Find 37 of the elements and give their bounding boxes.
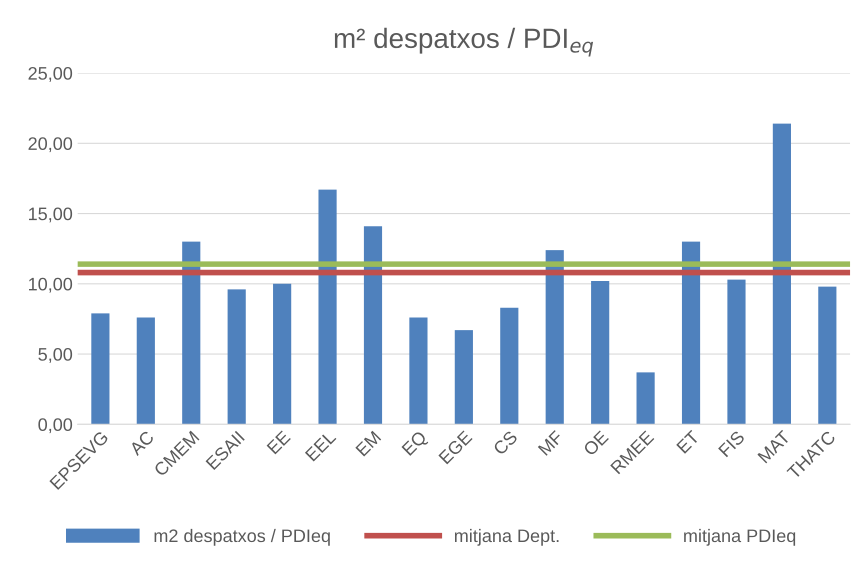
x-tick-label: CS <box>492 430 518 456</box>
x-tick-label: AC <box>128 430 155 456</box>
bar <box>228 289 246 424</box>
bar <box>318 190 337 424</box>
y-tick-label: 15,00 <box>29 207 72 222</box>
x-tick-label: EQ <box>401 430 430 458</box>
x-tick-label: OE <box>582 430 609 456</box>
bar <box>636 372 655 424</box>
bar <box>727 280 746 424</box>
bar <box>772 124 791 424</box>
y-tick-label: 5,00 <box>38 348 72 363</box>
bar <box>136 318 155 424</box>
y-tick-label: 0,00 <box>38 418 72 434</box>
bar <box>364 226 382 424</box>
bar <box>682 242 700 424</box>
chart-title: m² despatxos / PDI$_{eq}$ <box>334 28 594 56</box>
bar <box>454 330 473 424</box>
bar <box>182 242 200 424</box>
legend-label: m2 despatxos / PDIeq <box>154 528 330 546</box>
x-tick-label: MF <box>538 430 564 456</box>
x-tick-label: EE <box>266 430 291 454</box>
bar <box>591 281 610 424</box>
y-tick-label: 20,00 <box>28 137 72 152</box>
bar <box>546 250 564 424</box>
x-tick-label: EM <box>355 430 382 457</box>
y-tick-label: 25,00 <box>28 66 72 82</box>
bar <box>91 313 110 424</box>
legend-label: mitjana PDIeq <box>684 528 796 546</box>
bar <box>273 284 292 424</box>
bar <box>818 286 836 424</box>
y-tick-label: 10,00 <box>29 278 72 293</box>
bar <box>409 318 428 424</box>
x-tick-label: ET <box>676 430 700 454</box>
bar <box>500 308 518 424</box>
x-tick-label: FIS <box>718 430 746 458</box>
x-tick-label: EEL <box>304 430 336 462</box>
legend-label: mitjana Dept. <box>454 528 558 546</box>
